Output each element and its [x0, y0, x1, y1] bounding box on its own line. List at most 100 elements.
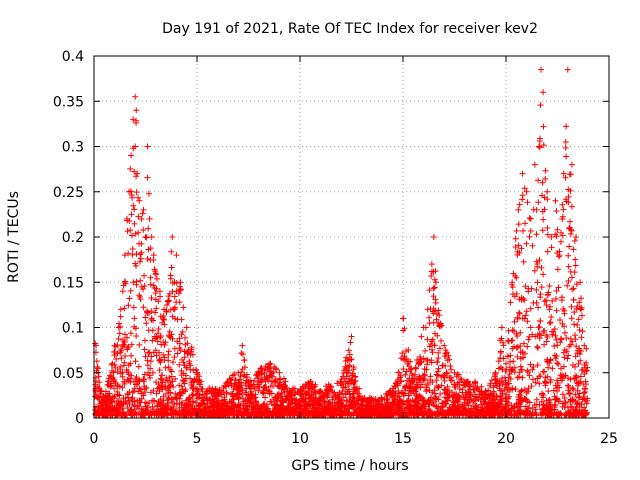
data-point [343, 403, 350, 410]
data-point [189, 384, 196, 391]
data-point [578, 334, 585, 341]
data-point [400, 315, 407, 322]
data-point [540, 271, 547, 278]
data-point [400, 366, 407, 373]
data-point [532, 379, 539, 386]
data-point [384, 399, 391, 406]
data-point [220, 411, 227, 418]
data-point [367, 404, 374, 411]
data-point [419, 381, 426, 388]
data-point [510, 358, 517, 365]
data-point [157, 293, 164, 300]
data-point [127, 287, 134, 294]
data-point [491, 390, 498, 397]
data-point [98, 397, 105, 404]
data-point [262, 394, 269, 401]
data-point [540, 328, 547, 335]
data-point [532, 333, 539, 340]
data-point [127, 188, 134, 195]
data-point [486, 395, 493, 402]
data-point [181, 388, 188, 395]
data-point [137, 251, 144, 258]
data-point [153, 275, 160, 282]
data-point [153, 334, 160, 341]
data-point [141, 337, 148, 344]
data-point [534, 343, 541, 350]
data-point [571, 237, 578, 244]
data-point [432, 279, 439, 286]
data-point [439, 403, 446, 410]
data-point [137, 386, 144, 393]
data-point [136, 258, 143, 265]
data-point [531, 267, 538, 274]
data-point [132, 262, 139, 269]
data-point [437, 408, 444, 415]
data-point [436, 345, 443, 352]
data-point [171, 345, 178, 352]
data-point [129, 251, 136, 258]
data-point [156, 349, 163, 356]
data-point [523, 240, 530, 247]
data-point [93, 411, 100, 418]
data-point [500, 342, 507, 349]
data-point [505, 353, 512, 360]
data-point [411, 402, 418, 409]
data-point [430, 293, 437, 300]
data-point [513, 290, 520, 297]
data-point [220, 384, 227, 391]
data-point [338, 412, 345, 419]
data-point [275, 390, 282, 397]
data-point [138, 395, 145, 402]
data-point [572, 391, 579, 398]
data-point [131, 168, 138, 175]
data-point [144, 308, 151, 315]
data-point [128, 192, 135, 199]
data-point [190, 392, 197, 399]
data-point [422, 347, 429, 354]
data-point [527, 215, 534, 222]
data-point [424, 336, 431, 343]
data-point [118, 400, 125, 407]
data-point [149, 369, 156, 376]
data-point [315, 396, 322, 403]
data-point [340, 394, 347, 401]
data-point [169, 234, 176, 240]
data-point [560, 349, 567, 356]
data-point [536, 380, 543, 387]
data-point [567, 341, 574, 348]
data-point [171, 304, 178, 311]
data-point [133, 107, 140, 114]
data-point [169, 280, 176, 287]
data-point [138, 390, 145, 397]
data-point [168, 368, 175, 375]
data-point [576, 400, 583, 407]
data-point [497, 349, 504, 356]
data-point [195, 411, 202, 418]
y-tick-label: 0.4 [62, 49, 84, 65]
data-point [561, 403, 568, 410]
data-point [543, 297, 550, 304]
data-point [201, 412, 208, 419]
data-point [536, 330, 543, 337]
data-point [237, 372, 244, 379]
data-point [121, 278, 128, 285]
data-point [148, 234, 155, 240]
data-point [182, 334, 189, 341]
data-point [435, 354, 442, 361]
data-point [576, 327, 583, 334]
data-point [555, 284, 562, 291]
data-point [512, 386, 519, 393]
data-point [542, 175, 549, 182]
data-point [176, 335, 183, 342]
data-point [211, 392, 218, 399]
data-point [366, 399, 373, 406]
y-axis-title: ROTI / TECUs [6, 191, 22, 283]
data-point [412, 371, 419, 378]
data-point [231, 371, 238, 378]
data-point [527, 324, 534, 331]
data-point [562, 174, 569, 181]
data-point [571, 269, 578, 276]
data-point [432, 330, 439, 337]
data-point [352, 386, 359, 393]
data-points [92, 66, 591, 419]
